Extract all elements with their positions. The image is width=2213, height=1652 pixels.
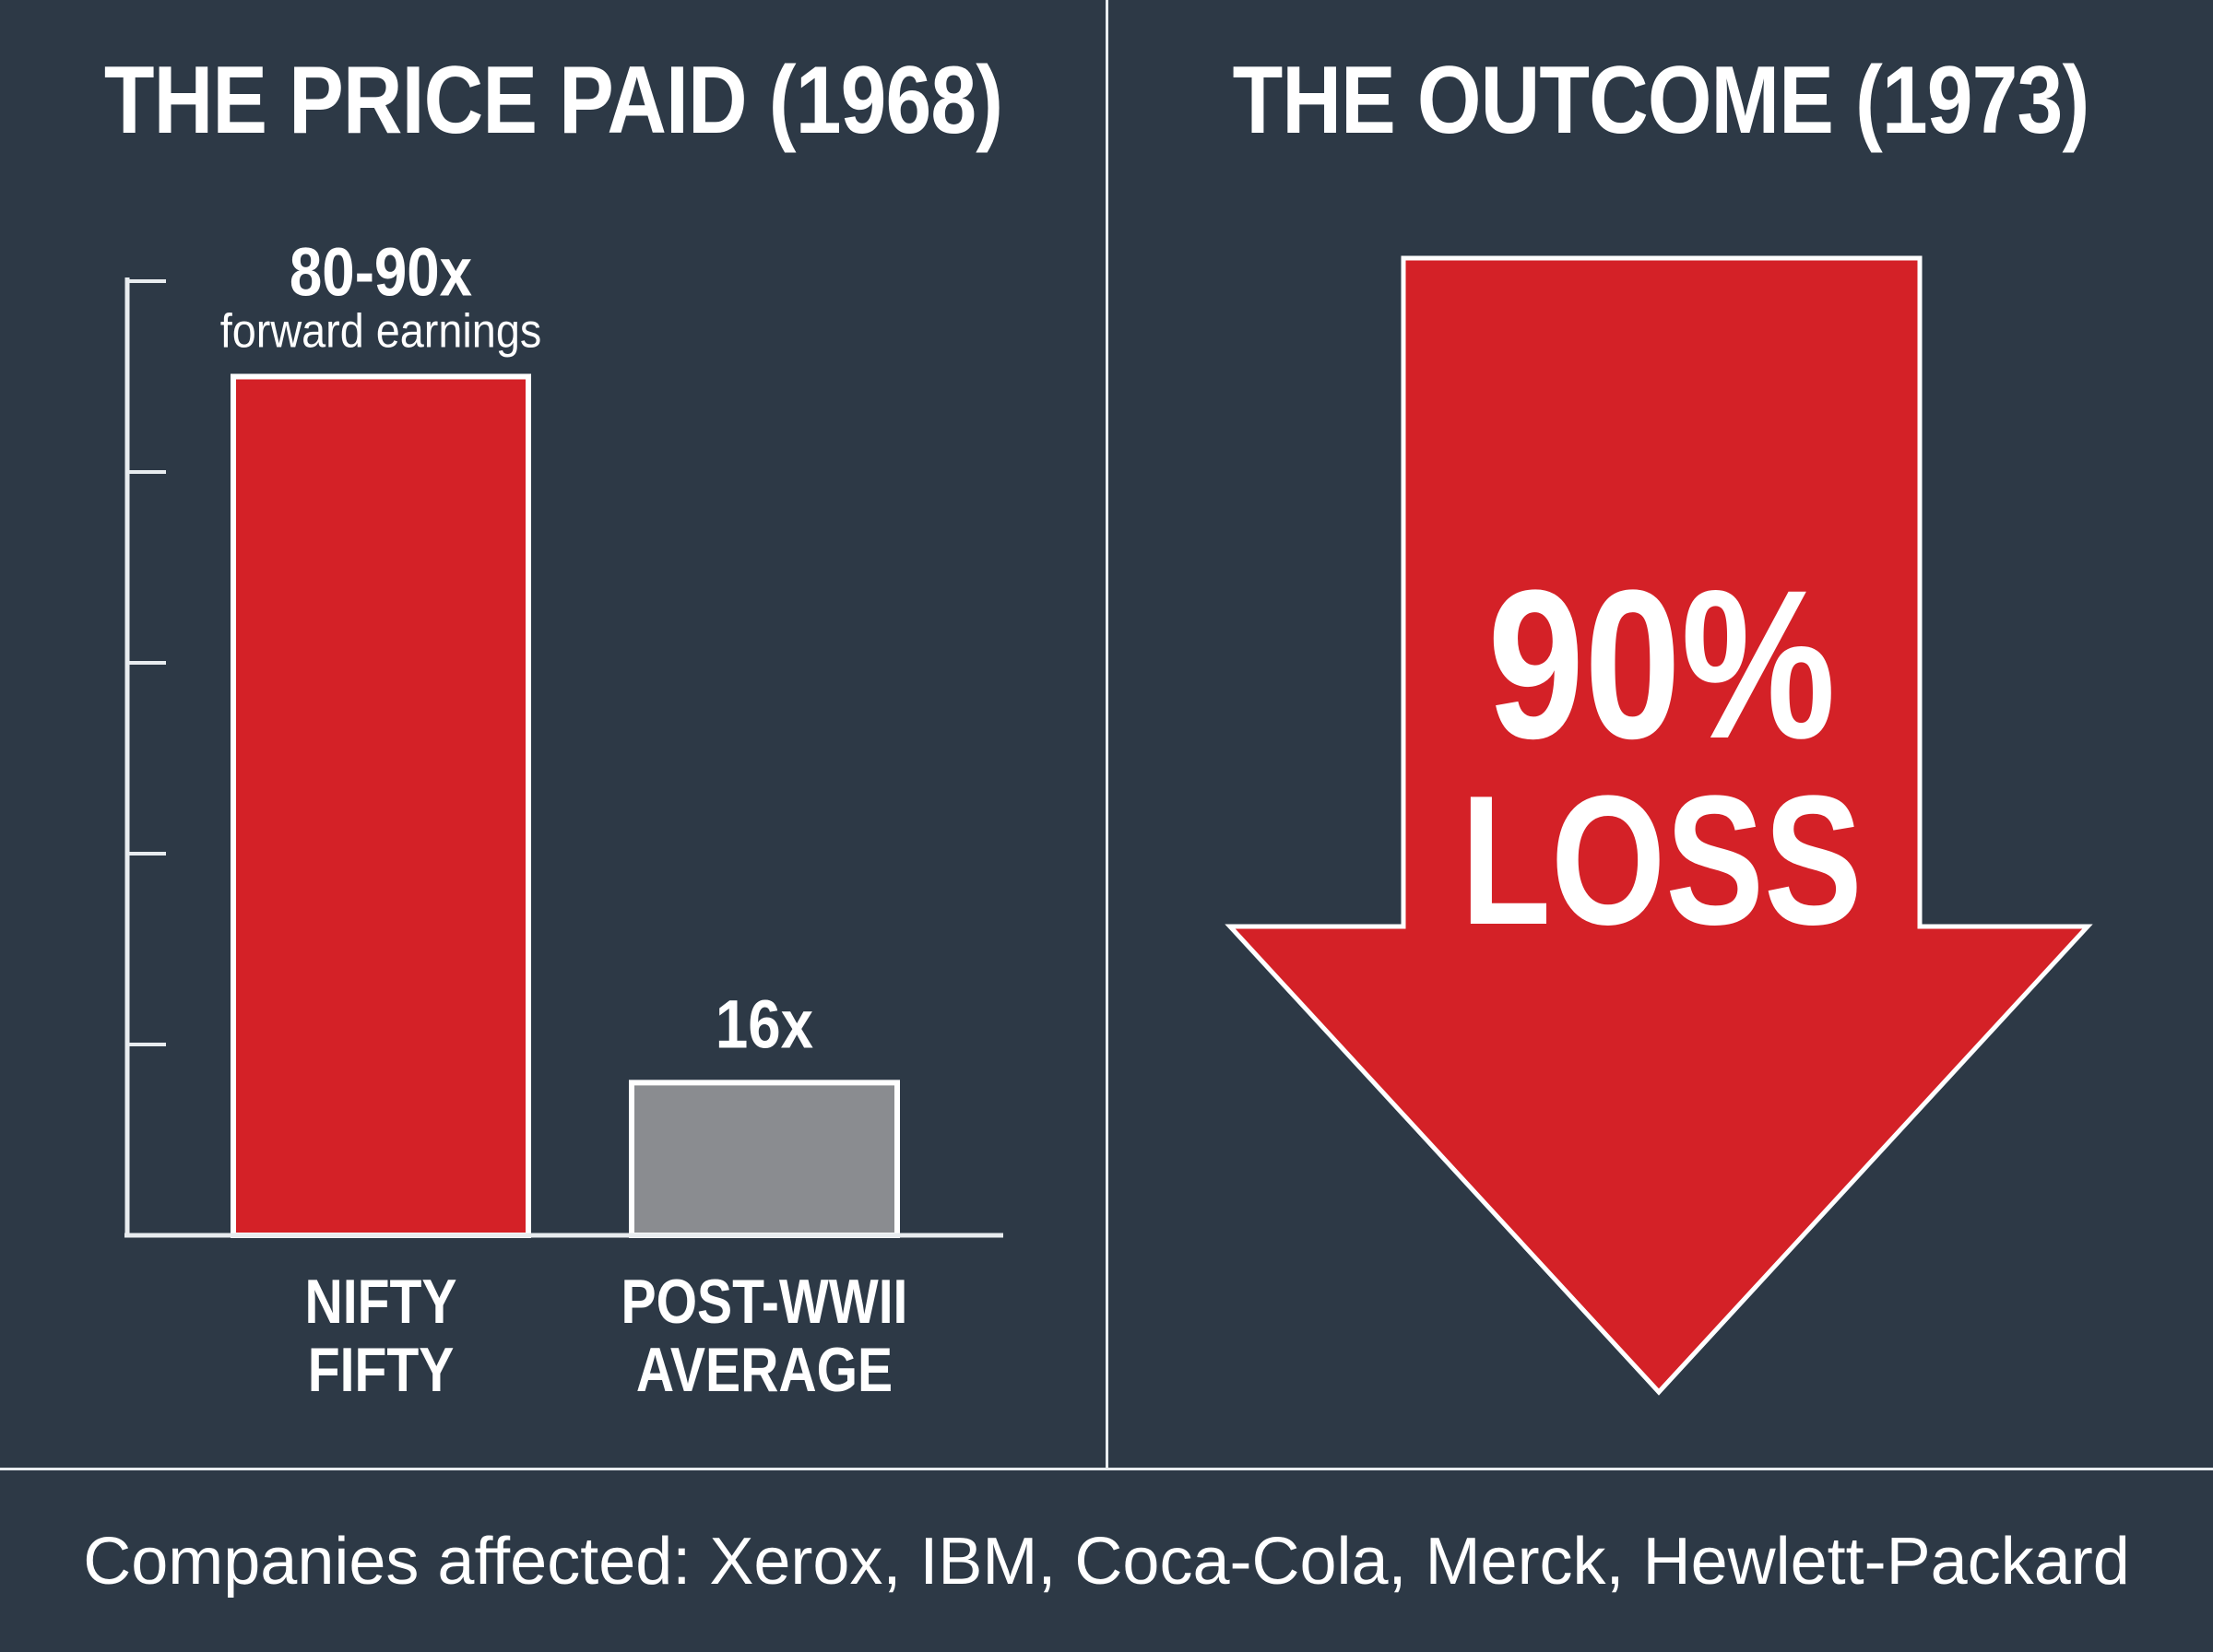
vertical-divider (1106, 0, 1108, 1469)
down-arrow-icon (1225, 255, 2093, 1396)
bar-sub-label: forward earnings (220, 304, 541, 358)
bar (231, 373, 531, 1238)
category-label: NIFTY (305, 1267, 457, 1337)
horizontal-divider (0, 1468, 2213, 1470)
left-panel: THE PRICE PAID (1968) 80-90x forward earn… (0, 0, 1106, 1469)
bar-value-label: 80-90x (290, 234, 472, 311)
loss-percent: 90% (1487, 546, 1835, 783)
left-panel-title: THE PRICE PAID (1968) (103, 47, 1003, 154)
category-label: POST-WWII (621, 1267, 908, 1337)
right-panel-title: THE OUTCOME (1973) (1232, 47, 2090, 154)
loss-word: LOSS (1461, 758, 1863, 963)
footer-companies: Companies affected: Xerox, IBM, Coca-Col… (83, 1524, 2130, 1599)
bar-value-label: 16x (716, 986, 813, 1063)
outcome-graphic: 90% LOSS (1225, 255, 2093, 1396)
bar (629, 1080, 900, 1239)
right-panel: THE OUTCOME (1973) 90% LOSS (1108, 0, 2213, 1469)
category-label: FIFTY (308, 1335, 455, 1405)
category-label: AVERAGE (636, 1335, 893, 1405)
